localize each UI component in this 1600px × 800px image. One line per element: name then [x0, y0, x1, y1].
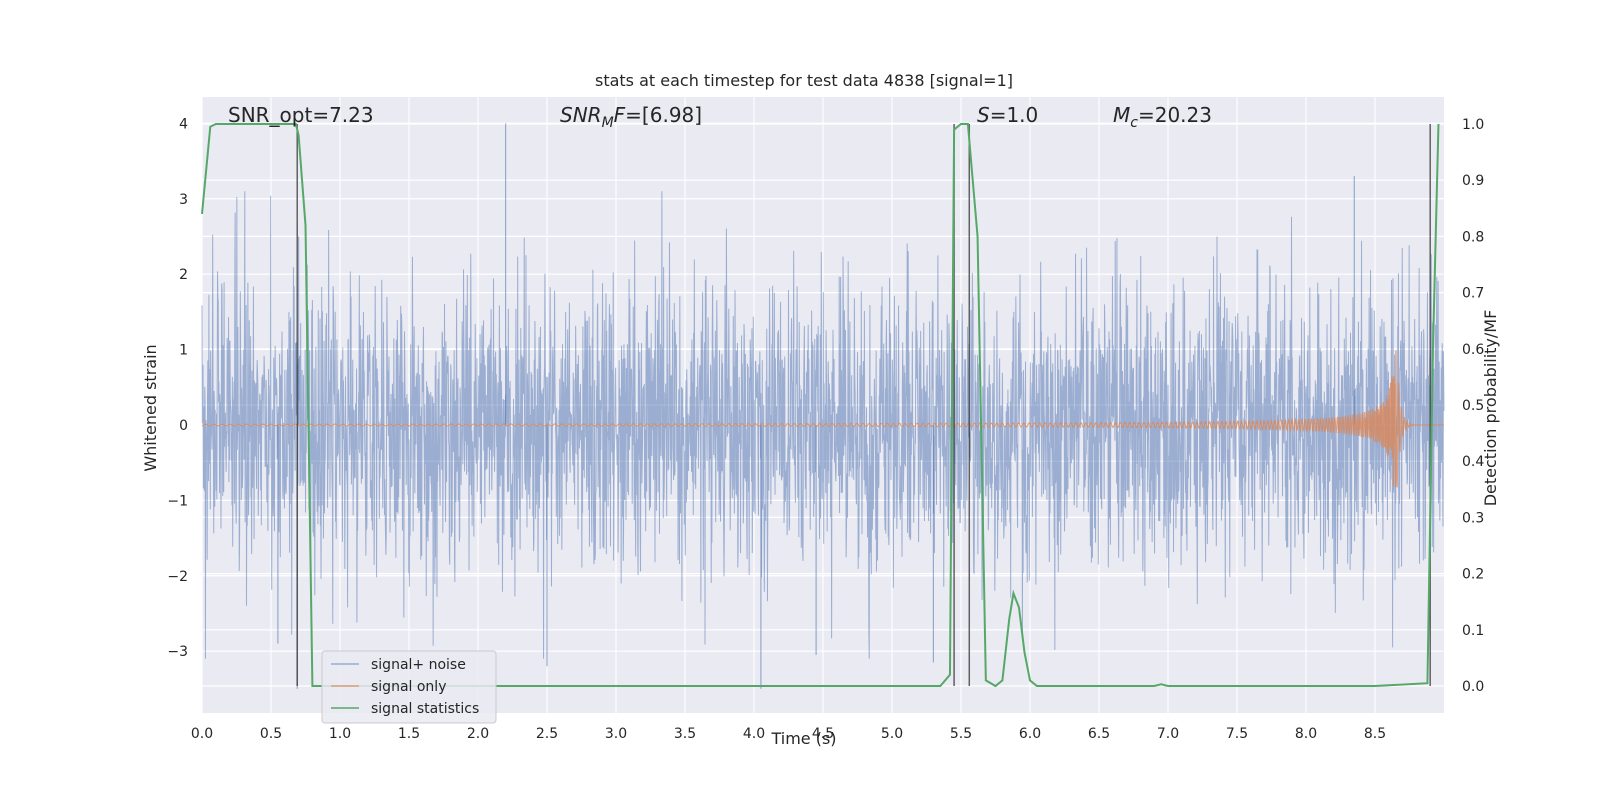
series-line-signal-plus-noise: [201, 191, 1445, 659]
annotation-mc: Mc=20.23: [1113, 103, 1212, 131]
series-signal-only: [201, 350, 1444, 488]
annotation-s: S=1.0: [977, 103, 1038, 127]
y-right-tick-label: 0.0: [1462, 679, 1484, 695]
x-tick-label: 3.5: [674, 726, 696, 742]
annotation-snr-mf: SNRMF=[6.98]: [560, 103, 702, 131]
y-right-tick-label: 0.1: [1462, 623, 1484, 639]
annotations: SNR_opt=7.23 SNRMF=[6.98] S=1.0 Mc=20.23: [228, 103, 1212, 131]
legend-label-signal-only: signal only: [371, 679, 446, 695]
series-line-signal-statistics: [201, 122, 1440, 688]
series-line-signal-only: [201, 350, 1444, 488]
x-tick-label: 8.5: [1364, 726, 1386, 742]
y-left-tick-label: −2: [167, 569, 188, 585]
legend-label-signal-plus-noise: signal+ noise: [371, 657, 466, 673]
x-tick-label: 0.5: [260, 726, 282, 742]
x-tick-label: 2.5: [536, 726, 558, 742]
x-tick-label: 3.0: [605, 726, 627, 742]
y-left-tick-label: 1: [179, 343, 188, 359]
y-right-tick-label: 0.9: [1462, 173, 1484, 189]
x-tick-label: 4.5: [812, 726, 834, 742]
x-tick-label: 6.0: [1019, 726, 1041, 742]
x-tick-label: 7.5: [1226, 726, 1248, 742]
x-tick-label: 0.0: [191, 726, 213, 742]
legend-label-signal-statistics: signal statistics: [371, 701, 479, 717]
legend: signal+ noise signal only signal statist…: [321, 650, 497, 724]
legend-box: [321, 650, 497, 724]
x-axis-label: Time (s): [770, 729, 836, 748]
y-axis-right-label: Detection probability/MF: [1481, 310, 1500, 507]
y-right-tick-label: 0.2: [1462, 567, 1484, 583]
x-tick-label: 5.0: [881, 726, 903, 742]
x-tick-label: 8.0: [1295, 726, 1317, 742]
x-tick-label: 6.5: [1088, 726, 1110, 742]
series-signal-statistics: [201, 122, 1440, 688]
y-right-tick-label: 1.0: [1462, 117, 1484, 133]
y-right-tick-label: 0.7: [1462, 286, 1484, 302]
y-right-tick-label: 0.5: [1462, 398, 1484, 414]
x-tick-label: 1.0: [329, 726, 351, 742]
x-axis-ticks: 0.0 0.5 1.0 1.5 2.0 2.5 3.0 3.5 4.0 4.5 5.0 5.5 6.0 6…: [191, 726, 1386, 742]
y-axis-left-ticks: −3 −2 −1 0 1 2 3 4: [167, 116, 188, 660]
x-tick-label: 5.5: [950, 726, 972, 742]
x-tick-label: 7.0: [1157, 726, 1179, 742]
y-left-tick-label: −1: [167, 493, 188, 509]
y-left-tick-label: −3: [167, 644, 188, 660]
y-right-tick-label: 0.6: [1462, 342, 1484, 358]
y-right-tick-label: 0.8: [1462, 229, 1484, 245]
y-right-tick-label: 0.4: [1462, 454, 1484, 470]
x-tick-label: 2.0: [467, 726, 489, 742]
y-right-tick-label: 0.3: [1462, 510, 1484, 526]
x-tick-label: 1.5: [398, 726, 420, 742]
y-left-tick-label: 4: [179, 116, 188, 132]
chart-title: stats at each timestep for test data 483…: [595, 71, 1013, 90]
y-left-tick-label: 2: [179, 267, 188, 283]
y-left-tick-label: 0: [179, 418, 188, 434]
y-axis-left-label: Whitened strain: [141, 344, 160, 471]
x-tick-label: 4.0: [743, 726, 765, 742]
annotation-snr-opt: SNR_opt=7.23: [228, 103, 374, 127]
y-axis-right-ticks: 0.0 0.1 0.2 0.3 0.4 0.5 0.6 0.7 0.8 0.9 1.0: [1462, 117, 1484, 695]
y-left-tick-label: 3: [179, 192, 188, 208]
series-signal-plus-noise: [201, 123, 1445, 689]
